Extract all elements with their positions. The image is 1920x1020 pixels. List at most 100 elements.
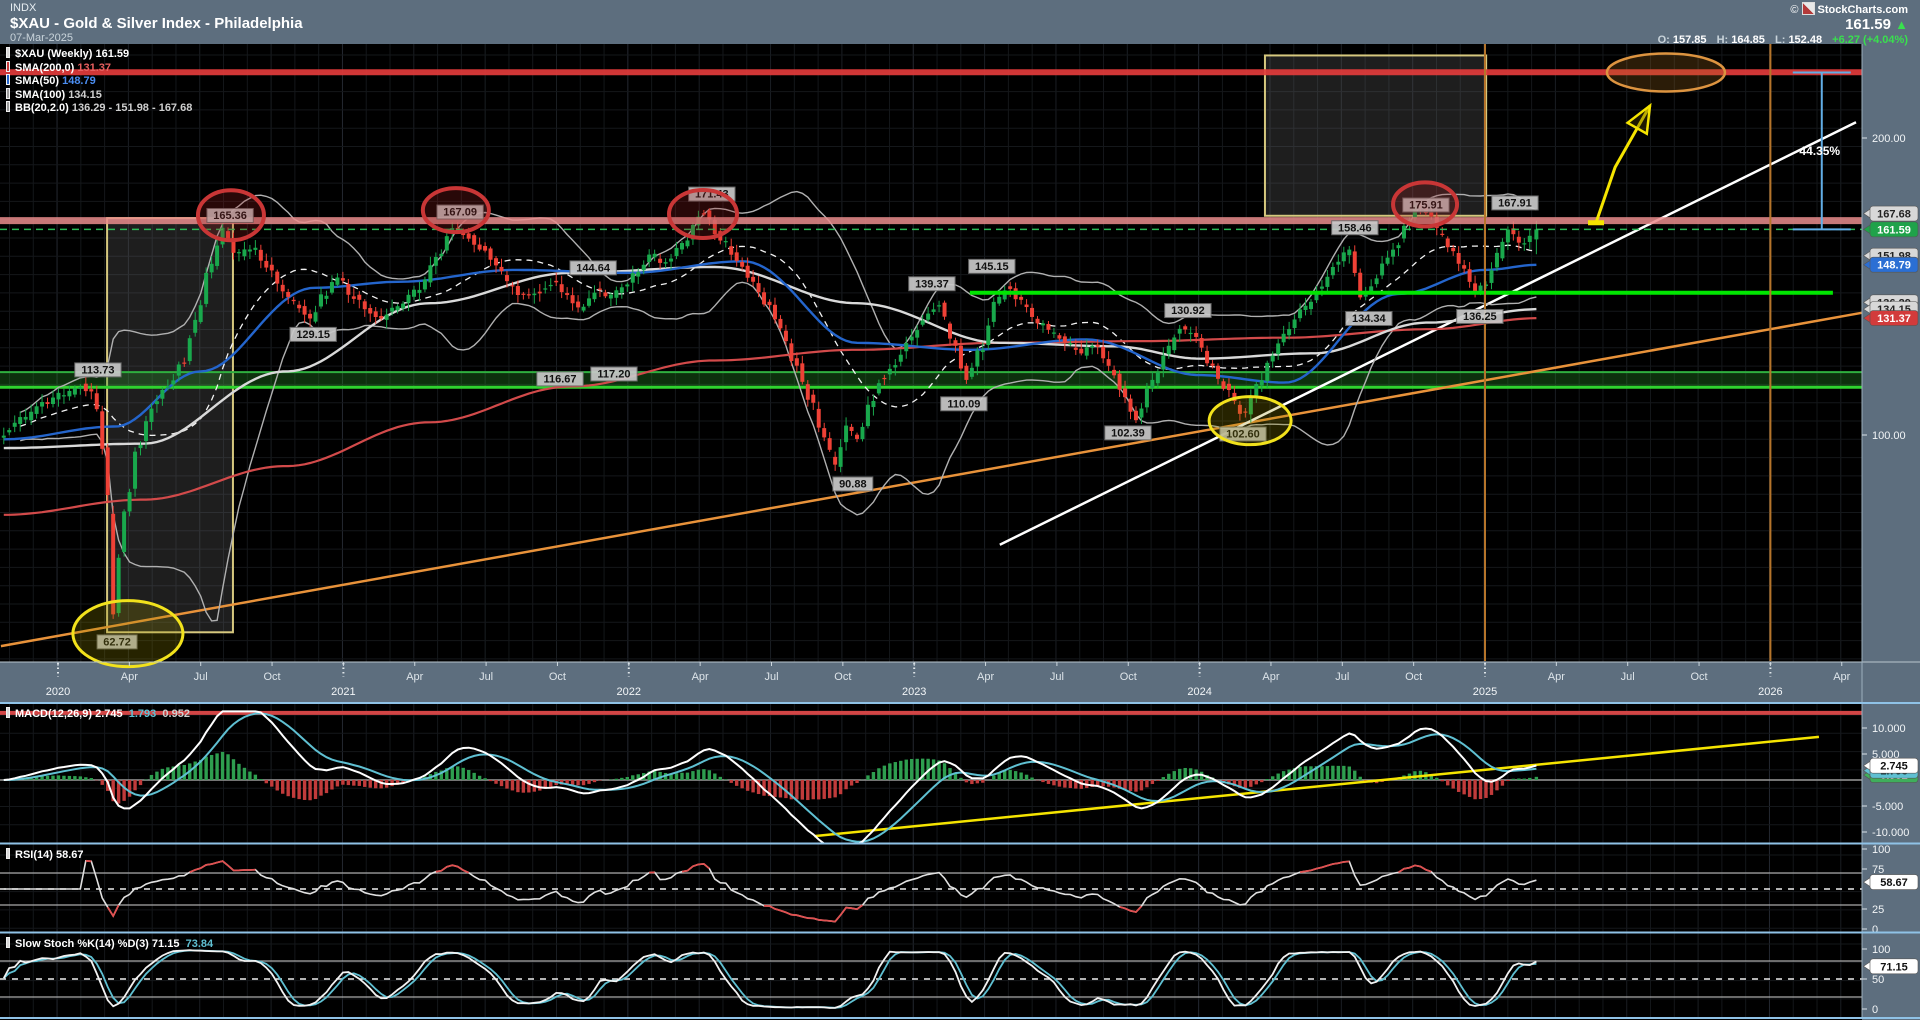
red-ellipse-annotation [667, 187, 740, 240]
svg-text:145.15: 145.15 [975, 261, 1009, 273]
svg-text:Jul: Jul [1335, 671, 1349, 683]
brand-line: © StockCharts.com [1658, 2, 1908, 17]
legend-sma100-row: SMA(100) 134.15 [6, 87, 192, 102]
svg-text:10.000: 10.000 [1872, 723, 1906, 735]
svg-text:Jul: Jul [194, 671, 208, 683]
svg-text:2020: 2020 [46, 686, 70, 698]
red-ellipse-annotation [195, 188, 266, 243]
legend-bb-row: BB(20,2.0) 136.29 - 151.98 - 167.68 [6, 101, 192, 115]
candle-series-swatch-icon [6, 47, 10, 58]
svg-text:50: 50 [1872, 974, 1884, 986]
svg-text:90.88: 90.88 [839, 478, 867, 490]
legend-sma200-row: SMA(200,0) 131.37 [6, 60, 192, 75]
svg-text:-5.000: -5.000 [1872, 801, 1903, 813]
main-panel [0, 54, 1862, 648]
svg-text:131.37: 131.37 [1877, 313, 1911, 325]
svg-text:2023: 2023 [902, 686, 926, 698]
up-arrow-icon: ▲ [1895, 17, 1908, 32]
stoch-panel [0, 949, 1862, 1009]
open-label: O: [1657, 34, 1670, 46]
svg-text:Apr: Apr [692, 671, 709, 683]
legend-stoch-row: Slow Stoch %K(14) %D(3) 71.15 73.84 [6, 937, 213, 951]
legend-sma50-row: SMA(50) 148.79 [6, 74, 192, 88]
sma200-swatch-icon [6, 60, 10, 72]
svg-text:Apr: Apr [1548, 671, 1565, 683]
header-right: © StockCharts.com 161.59 ▲ O: 157.85 H: 1… [1658, 2, 1908, 47]
svg-text:2024: 2024 [1187, 686, 1211, 698]
svg-text:100: 100 [1872, 944, 1890, 956]
legend-macd-row: MACD(12,26,9) 2.745 1.793 0.952 [6, 707, 190, 721]
page-title: $XAU - Gold & Silver Index - Philadelphi… [10, 15, 303, 32]
chart-header: INDX $XAU - Gold & Silver Index - Philad… [0, 0, 1920, 47]
svg-text:116.67: 116.67 [543, 373, 576, 385]
svg-text:Oct: Oct [1120, 671, 1137, 683]
low-value: 152.48 [1788, 34, 1823, 46]
svg-text:167.91: 167.91 [1498, 197, 1532, 209]
sma50-swatch-icon [6, 74, 10, 86]
main-chart-legend: $XAU (Weekly) 161.59 SMA(200,0) 131.37 S… [6, 47, 192, 115]
yellow-ellipse-annotation [71, 599, 185, 669]
rsi-swatch-icon [6, 848, 10, 859]
svg-text:Jul: Jul [1621, 671, 1635, 683]
svg-text:175.91: 175.91 [1409, 199, 1443, 211]
high-label: H: [1716, 34, 1729, 46]
svg-text:Oct: Oct [1690, 671, 1707, 683]
svg-text:Jul: Jul [479, 671, 493, 683]
svg-text:0: 0 [1872, 1004, 1878, 1016]
macd-legend: MACD(12,26,9) 2.745 1.793 0.952 [6, 707, 190, 721]
ohlc-row: O: 157.85 H: 164.85 L: 152.48 +6.27 (+4.… [1658, 33, 1908, 47]
svg-text:165.36: 165.36 [213, 210, 247, 222]
svg-text:161.59: 161.59 [1877, 224, 1911, 236]
red-ellipse-annotation [420, 186, 491, 235]
stoch-swatch-icon [6, 937, 10, 948]
svg-text:Apr: Apr [121, 671, 138, 683]
measurement-label: 44.35% [1799, 144, 1840, 158]
red-ellipse-annotation [1391, 180, 1460, 229]
macd-swatch-icon [6, 707, 10, 718]
low-label: L: [1774, 34, 1786, 46]
svg-text:2021: 2021 [331, 686, 355, 698]
svg-text:Apr: Apr [977, 671, 994, 683]
svg-text:100: 100 [1872, 844, 1890, 856]
x-axis: 2020 Apr Jul Oct 2021 Apr Jul Oct 2022 Apr Jul Oct 2… [0, 661, 1920, 698]
svg-text:Oct: Oct [834, 671, 851, 683]
svg-text:75: 75 [1872, 864, 1884, 876]
header-left: INDX $XAU - Gold & Silver Index - Philad… [10, 2, 303, 44]
svg-text:58.67: 58.67 [1880, 877, 1908, 889]
brand-name: StockCharts.com [1817, 4, 1908, 16]
orange-ellipse-annotation [1605, 52, 1727, 93]
svg-text:117.20: 117.20 [597, 368, 630, 380]
svg-text:134.34: 134.34 [1352, 313, 1387, 325]
yellow-arrow-annotation [1594, 104, 1652, 224]
svg-text:102.39: 102.39 [1111, 427, 1145, 439]
rsi-legend: RSI(14) 58.67 [6, 848, 84, 862]
svg-text:Jul: Jul [764, 671, 778, 683]
svg-text:-10.000: -10.000 [1872, 827, 1909, 839]
svg-text:129.15: 129.15 [296, 329, 330, 341]
svg-text:100.00: 100.00 [1872, 430, 1906, 442]
candles [1, 200, 1539, 619]
svg-text:71.15: 71.15 [1880, 961, 1908, 973]
svg-text:Oct: Oct [1405, 671, 1422, 683]
stoch-legend: Slow Stoch %K(14) %D(3) 71.15 73.84 [6, 937, 213, 951]
svg-text:Apr: Apr [406, 671, 423, 683]
legend-symbol-row: $XAU (Weekly) 161.59 [6, 47, 192, 61]
svg-text:136.25: 136.25 [1463, 311, 1497, 323]
svg-text:113.73: 113.73 [81, 364, 114, 376]
svg-text:Oct: Oct [263, 671, 280, 683]
svg-text:Oct: Oct [549, 671, 566, 683]
svg-text:2022: 2022 [617, 686, 641, 698]
exchange-label: INDX [10, 2, 37, 14]
chart-date: 07-Mar-2025 [10, 32, 73, 44]
change-value: +6.27 (+4.04%) [1832, 34, 1908, 46]
rsi-panel [0, 859, 1862, 923]
copyright-sign: © [1790, 4, 1799, 16]
svg-text:2.745: 2.745 [1880, 761, 1908, 773]
svg-text:Apr: Apr [1262, 671, 1279, 683]
high-value: 164.85 [1731, 34, 1765, 46]
y-axis-gutter: 200.00100.0010.0005.000-5.000-10.0001007… [1861, 44, 1919, 1018]
macd-panel [0, 710, 1862, 843]
grid [0, 44, 1862, 1018]
svg-text:200.00: 200.00 [1872, 133, 1906, 145]
